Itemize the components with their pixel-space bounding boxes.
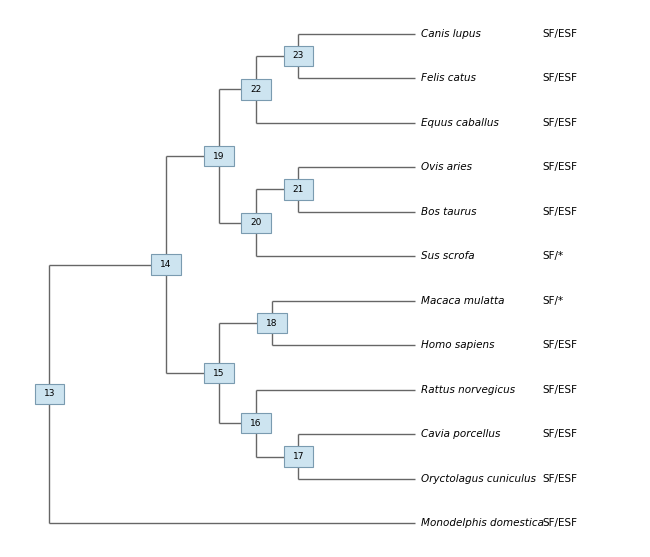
Text: 14: 14	[161, 260, 172, 269]
Text: SF/ESF: SF/ESF	[542, 519, 577, 529]
Text: Equus caballus: Equus caballus	[421, 118, 499, 128]
FancyBboxPatch shape	[34, 384, 64, 404]
Text: Rattus norvegicus: Rattus norvegicus	[421, 385, 515, 395]
Text: Bos taurus: Bos taurus	[421, 207, 477, 217]
Text: 15: 15	[213, 369, 225, 378]
Text: SF/ESF: SF/ESF	[542, 73, 577, 83]
Text: 19: 19	[213, 152, 225, 160]
FancyBboxPatch shape	[241, 79, 271, 100]
FancyBboxPatch shape	[283, 179, 313, 200]
Text: SF/ESF: SF/ESF	[542, 340, 577, 350]
FancyBboxPatch shape	[241, 413, 271, 433]
Text: Ovis aries: Ovis aries	[421, 162, 473, 172]
Text: 21: 21	[292, 185, 304, 194]
Text: SF/*: SF/*	[542, 296, 564, 306]
Text: SF/ESF: SF/ESF	[542, 162, 577, 172]
Text: 17: 17	[292, 452, 304, 461]
Text: Monodelphis domestica: Monodelphis domestica	[421, 519, 545, 529]
Text: Sus scrofa: Sus scrofa	[421, 251, 475, 261]
FancyBboxPatch shape	[204, 363, 234, 383]
FancyBboxPatch shape	[283, 446, 313, 467]
Text: SF/ESF: SF/ESF	[542, 429, 577, 439]
Text: Canis lupus: Canis lupus	[421, 28, 482, 38]
Text: Oryctolagus cuniculus: Oryctolagus cuniculus	[421, 474, 536, 484]
FancyBboxPatch shape	[204, 146, 234, 167]
Text: SF/ESF: SF/ESF	[542, 118, 577, 128]
Text: Felis catus: Felis catus	[421, 73, 476, 83]
Text: SF/*: SF/*	[542, 251, 564, 261]
FancyBboxPatch shape	[257, 313, 287, 333]
Text: SF/ESF: SF/ESF	[542, 28, 577, 38]
Text: Macaca mulatta: Macaca mulatta	[421, 296, 505, 306]
FancyBboxPatch shape	[283, 46, 313, 66]
Text: 13: 13	[44, 389, 55, 398]
Text: 23: 23	[292, 51, 304, 60]
Text: SF/ESF: SF/ESF	[542, 385, 577, 395]
Text: 20: 20	[250, 218, 262, 227]
Text: Cavia porcellus: Cavia porcellus	[421, 429, 501, 439]
Text: 18: 18	[266, 319, 278, 328]
Text: SF/ESF: SF/ESF	[542, 474, 577, 484]
Text: 16: 16	[250, 419, 262, 428]
FancyBboxPatch shape	[241, 213, 271, 233]
Text: 22: 22	[250, 85, 262, 94]
Text: Homo sapiens: Homo sapiens	[421, 340, 495, 350]
Text: SF/ESF: SF/ESF	[542, 207, 577, 217]
FancyBboxPatch shape	[151, 255, 181, 275]
